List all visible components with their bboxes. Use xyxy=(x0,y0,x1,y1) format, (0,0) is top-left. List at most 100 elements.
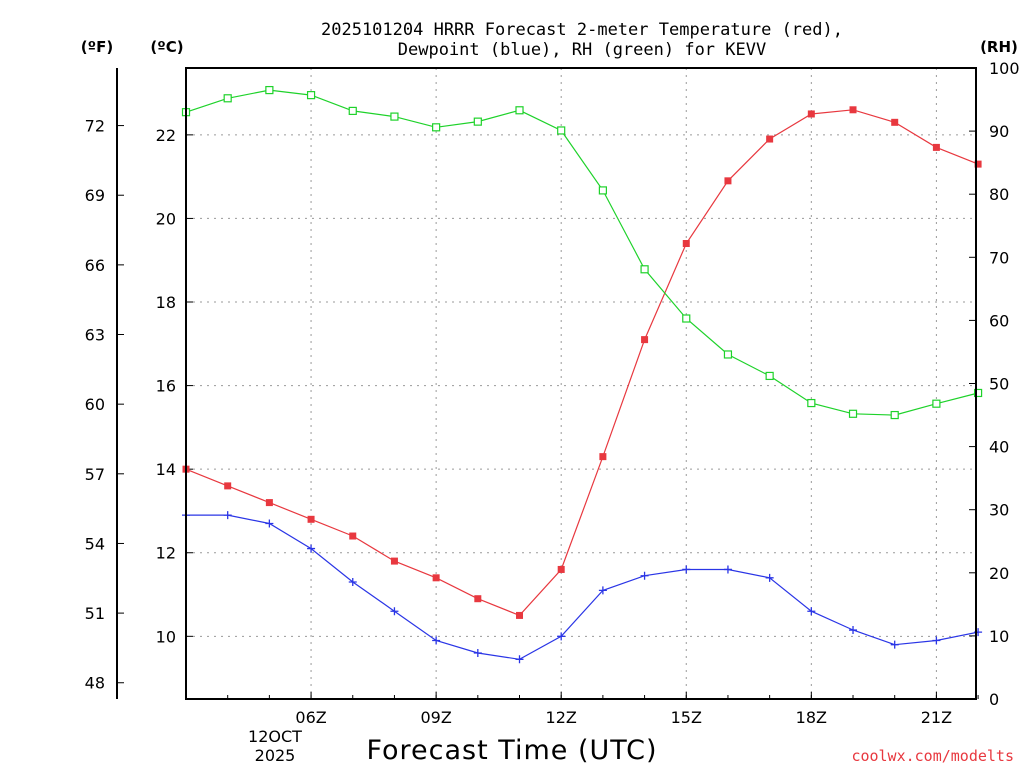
dewpoint-point-5 xyxy=(265,519,273,527)
rh-point-15 xyxy=(683,315,690,322)
rh-tick-label-90: 90 xyxy=(989,122,1009,141)
dewpoint-series xyxy=(182,511,982,663)
temperature-point-7 xyxy=(349,533,356,540)
rh-point-8 xyxy=(391,113,398,120)
dewpoint-point-10 xyxy=(474,649,482,657)
rh-tick-label-100: 100 xyxy=(989,59,1020,78)
temperature-line xyxy=(186,110,978,616)
c-tick-label-20: 20 xyxy=(156,209,176,228)
c-tick-label-12: 12 xyxy=(156,544,176,563)
temperature-point-18 xyxy=(808,110,815,117)
x-tick-label-06Z: 06Z xyxy=(295,708,326,727)
meteogram-chart: 2025101204 HRRR Forecast 2-meter Tempera… xyxy=(0,0,1024,768)
f-tick-label-54: 54 xyxy=(85,534,105,553)
rh-tick-label-70: 70 xyxy=(989,248,1009,267)
rh-line xyxy=(186,90,978,415)
f-tick-label-60: 60 xyxy=(85,395,105,414)
rh-series xyxy=(183,87,982,419)
dewpoint-point-11 xyxy=(516,655,524,663)
grid-layer xyxy=(186,68,976,699)
temperature-point-6 xyxy=(308,516,315,523)
temperature-point-20 xyxy=(891,119,898,126)
f-tick-label-51: 51 xyxy=(85,604,105,623)
f-tick-label-63: 63 xyxy=(85,326,105,345)
temperature-point-8 xyxy=(391,558,398,565)
f-tick-label-72: 72 xyxy=(85,117,105,136)
temperature-point-11 xyxy=(516,612,523,619)
f-tick-label-69: 69 xyxy=(85,186,105,205)
temperature-point-9 xyxy=(433,574,440,581)
f-tick-label-57: 57 xyxy=(85,465,105,484)
rh-point-12 xyxy=(558,127,565,134)
x-tick-label-12Z: 12Z xyxy=(546,708,577,727)
dewpoint-point-9 xyxy=(432,636,440,644)
temperature-point-14 xyxy=(641,336,648,343)
dewpoint-point-8 xyxy=(390,607,398,615)
temperature-point-17 xyxy=(766,136,773,143)
c-tick-label-18: 18 xyxy=(156,293,176,312)
temperature-point-12 xyxy=(558,566,565,573)
f-tick-label-48: 48 xyxy=(85,674,105,693)
rh-point-14 xyxy=(641,266,648,273)
rh-tick-label-20: 20 xyxy=(989,564,1009,583)
x-axis-title: Forecast Time (UTC) xyxy=(366,735,657,766)
rh-point-16 xyxy=(724,351,731,358)
rh-unit-label: (RH) xyxy=(980,38,1018,56)
date-label-day: 12OCT xyxy=(248,727,302,746)
rh-point-11 xyxy=(516,107,523,114)
rh-point-17 xyxy=(766,372,773,379)
rh-point-6 xyxy=(308,92,315,99)
x-tick-label-18Z: 18Z xyxy=(796,708,827,727)
rh-tick-label-0: 0 xyxy=(989,690,999,709)
c-tick-label-22: 22 xyxy=(156,126,176,145)
meteogram-svg: 2025101204 HRRR Forecast 2-meter Tempera… xyxy=(0,0,1024,768)
date-label-year: 2025 xyxy=(255,746,296,765)
temperature-point-15 xyxy=(683,240,690,247)
temperature-point-21 xyxy=(933,144,940,151)
temperature-point-13 xyxy=(599,453,606,460)
axis-layer: 06Z 09Z 12Z 15Z 18Z 21Z 10 12 14 16 18 20 22 48 51 54 57… xyxy=(85,59,1020,727)
rh-point-19 xyxy=(850,410,857,417)
x-tick-label-09Z: 09Z xyxy=(420,708,451,727)
dewpoint-point-15 xyxy=(682,565,690,573)
temperature-series xyxy=(183,106,982,619)
plot-frame xyxy=(186,68,976,699)
dewpoint-point-14 xyxy=(641,572,649,580)
f-tick-label-66: 66 xyxy=(85,256,105,275)
dewpoint-point-16 xyxy=(724,565,732,573)
temperature-point-5 xyxy=(266,499,273,506)
x-tick-label-15Z: 15Z xyxy=(671,708,702,727)
rh-point-10 xyxy=(474,118,481,125)
c-tick-label-10: 10 xyxy=(156,627,176,646)
rh-point-18 xyxy=(808,400,815,407)
fahrenheit-unit-label: (ºF) xyxy=(81,38,113,56)
x-tick-label-21Z: 21Z xyxy=(921,708,952,727)
temperature-point-16 xyxy=(724,177,731,184)
c-tick-label-14: 14 xyxy=(156,460,176,479)
rh-point-9 xyxy=(433,124,440,131)
dewpoint-point-21 xyxy=(932,636,940,644)
temperature-point-19 xyxy=(850,106,857,113)
temperature-point-10 xyxy=(474,595,481,602)
rh-tick-label-30: 30 xyxy=(989,501,1009,520)
dewpoint-point-19 xyxy=(849,626,857,634)
chart-title-line-1: 2025101204 HRRR Forecast 2-meter Tempera… xyxy=(321,20,843,40)
rh-tick-label-10: 10 xyxy=(989,627,1009,646)
rh-tick-label-50: 50 xyxy=(989,375,1009,394)
rh-tick-label-80: 80 xyxy=(989,185,1009,204)
rh-point-20 xyxy=(891,412,898,419)
chart-title-line-2: Dewpoint (blue), RH (green) for KEVV xyxy=(398,40,766,60)
rh-tick-label-40: 40 xyxy=(989,438,1009,457)
rh-point-7 xyxy=(349,107,356,114)
celsius-unit-label: (ºC) xyxy=(150,38,183,56)
rh-point-4 xyxy=(224,95,231,102)
rh-point-21 xyxy=(933,400,940,407)
source-credit: coolwx.com/modelts xyxy=(851,747,1014,765)
rh-point-13 xyxy=(599,187,606,194)
c-tick-label-16: 16 xyxy=(156,377,176,396)
temperature-point-4 xyxy=(224,482,231,489)
dewpoint-line xyxy=(186,515,978,659)
rh-point-5 xyxy=(266,87,273,94)
rh-tick-label-60: 60 xyxy=(989,311,1009,330)
series-layer xyxy=(182,87,982,664)
